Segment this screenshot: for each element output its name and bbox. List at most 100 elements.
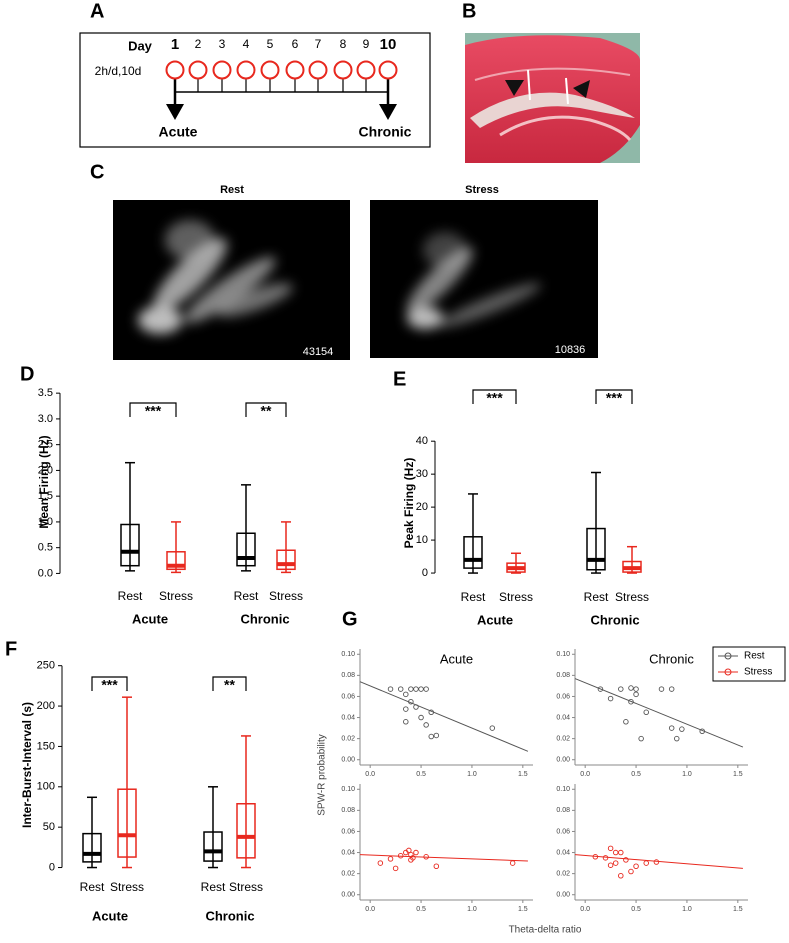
point — [433, 863, 440, 870]
y-axis-label: Inter-Burst-Interval (s) — [20, 702, 34, 828]
y-tick-label: 2.5 — [38, 439, 53, 451]
y-tick-label: 0.00 — [341, 757, 355, 764]
x-tick-label: Rest — [80, 880, 105, 894]
y-tick-label: 0.06 — [556, 828, 570, 835]
y-tick-label: 0 — [49, 861, 55, 873]
significance-label: ** — [261, 403, 272, 419]
y-tick-label: 200 — [37, 700, 55, 712]
day-number: 7 — [315, 37, 322, 51]
chart-title: Acute — [440, 651, 473, 666]
electrode-track — [565, 77, 569, 105]
end-label: Chronic — [359, 124, 412, 140]
significance-bracket — [91, 676, 128, 691]
point — [658, 686, 665, 692]
y-tick-label: 0.02 — [341, 870, 355, 877]
cluster-count: 10836 — [555, 344, 586, 356]
y-tick-label: 100 — [37, 781, 55, 793]
box — [120, 523, 140, 567]
start-label: Acute — [159, 124, 198, 140]
day-number: 9 — [363, 37, 370, 51]
box — [166, 551, 186, 571]
point — [397, 686, 404, 692]
x-tick-label: 1.0 — [467, 906, 477, 913]
x-tick-label: 0.5 — [416, 906, 426, 913]
point — [392, 865, 399, 872]
point — [643, 860, 649, 866]
y-tick-label: 0.04 — [341, 714, 355, 721]
significance-bracket — [472, 389, 517, 404]
legend-marker — [724, 652, 732, 660]
cluster-count: 43154 — [303, 346, 334, 358]
x-tick-label: 1.5 — [518, 771, 528, 778]
x-tick-label: 1.0 — [682, 771, 692, 778]
legend-label: Stress — [744, 667, 772, 678]
x-tick-label: 0.0 — [365, 771, 375, 778]
electrode-track — [527, 69, 531, 101]
cluster-title: Stress — [465, 184, 499, 196]
y-tick-label: 0.08 — [556, 672, 570, 679]
point — [403, 719, 409, 725]
y-tick-label: 0.02 — [556, 735, 570, 742]
y-tick-label: 0.10 — [556, 651, 570, 658]
day-session — [333, 60, 353, 80]
point — [387, 856, 394, 862]
point — [423, 722, 429, 728]
point — [668, 725, 675, 731]
significance-label: *** — [145, 403, 162, 419]
panel-label: D — [20, 363, 34, 385]
point — [623, 719, 629, 725]
day-session — [188, 60, 208, 80]
cluster-image: 10836 — [370, 200, 598, 358]
point — [607, 845, 614, 852]
point — [679, 726, 685, 732]
box — [463, 536, 483, 569]
y-axis-label: SPW-R probability — [317, 734, 328, 816]
cluster-title: Rest — [220, 184, 244, 196]
y-tick-label: 3.5 — [38, 387, 53, 399]
y-tick-label: 3.0 — [38, 413, 53, 425]
significance-bracket — [129, 402, 177, 417]
x-tick-label: 0.0 — [365, 906, 375, 913]
point — [387, 686, 394, 692]
x-axis-label: Theta-delta ratio — [509, 925, 582, 936]
y-tick-label: 0.0 — [38, 567, 53, 579]
y-tick-label: 0.00 — [556, 892, 570, 899]
day-number: 6 — [292, 37, 299, 51]
point — [699, 728, 705, 735]
x-tick-label: 1.0 — [682, 906, 692, 913]
box — [236, 803, 256, 859]
significance-label: *** — [486, 390, 503, 406]
y-tick-label: 2.0 — [38, 464, 53, 476]
cluster-image: 43154 — [113, 200, 350, 360]
x-tick-label: 0.0 — [580, 906, 590, 913]
point — [413, 849, 419, 856]
y-tick-label: 0.00 — [341, 892, 355, 899]
x-tick-label: 0.5 — [631, 771, 641, 778]
y-axis-label: Peak Firing (Hz) — [402, 458, 416, 549]
point — [668, 686, 675, 692]
day-number: 3 — [219, 37, 226, 51]
box — [117, 788, 137, 858]
y-tick-label: 10 — [416, 534, 428, 546]
day-session — [212, 60, 232, 80]
day-session — [378, 60, 398, 80]
significance-bracket — [245, 402, 287, 417]
day-number: 5 — [267, 37, 274, 51]
y-tick-label: 0.5 — [38, 542, 53, 554]
y-tick-label: 0.10 — [556, 786, 570, 793]
y-tick-label: 30 — [416, 468, 428, 480]
point — [618, 849, 624, 856]
significance-bracket — [595, 389, 633, 404]
group-label: Acute — [477, 612, 513, 627]
x-tick-label: 0.5 — [631, 906, 641, 913]
point — [628, 685, 634, 691]
x-tick-label: Rest — [234, 589, 259, 603]
group-label: Chronic — [240, 611, 289, 626]
y-tick-label: 0.02 — [341, 735, 355, 742]
day-number: 1 — [171, 36, 179, 53]
x-tick-label: Stress — [615, 590, 649, 604]
group-label: Acute — [92, 908, 128, 923]
x-tick-label: 1.5 — [518, 906, 528, 913]
point — [643, 709, 649, 716]
